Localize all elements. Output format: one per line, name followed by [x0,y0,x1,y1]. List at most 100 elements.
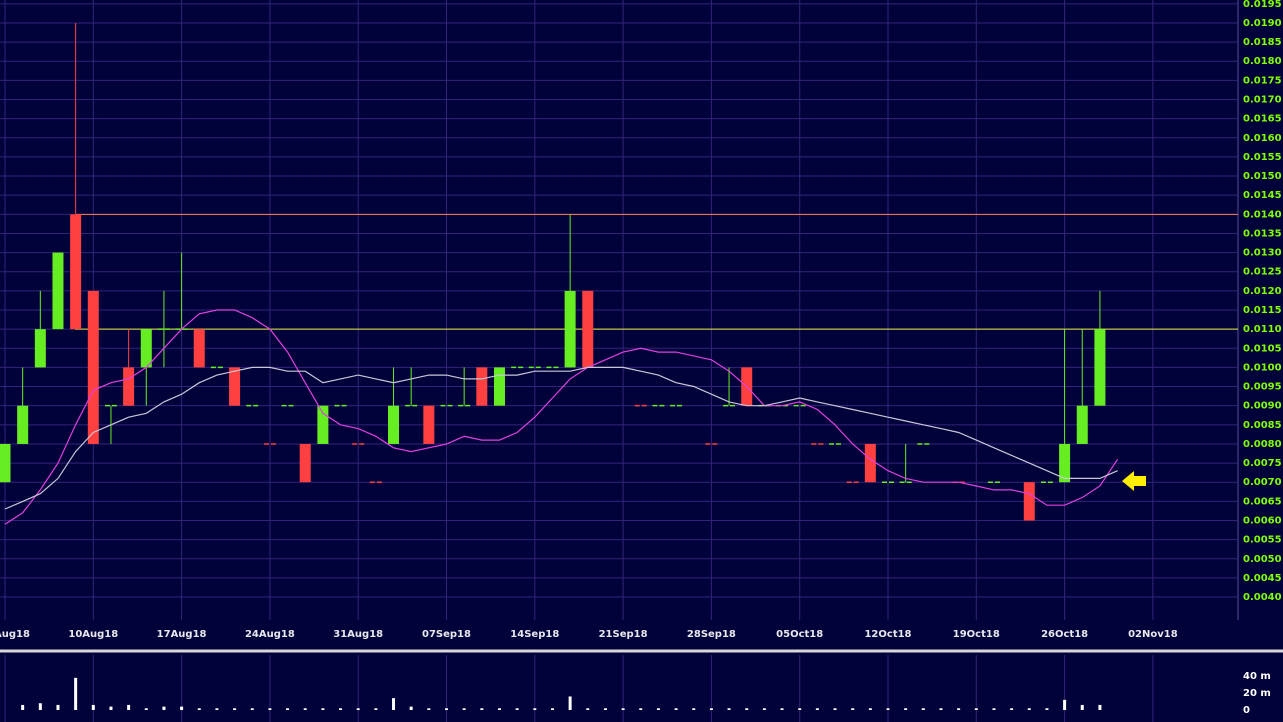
candle-body [423,405,435,444]
volume-bar [109,706,113,710]
candle-body [388,405,400,444]
volume-bar [709,708,713,710]
marks [0,22,1238,710]
moving-average-line [4,366,1118,510]
volume-bar [974,708,978,710]
volume-bar [1010,708,1014,710]
volume-bar [1045,708,1049,710]
y-tick-label: 0.0190 [1243,18,1282,29]
candle-body [299,443,311,483]
x-tick-label: 21Sep18 [599,629,648,640]
volume-bar [815,708,819,710]
y-tick-label: 0.0055 [1243,535,1282,546]
x-tick-label: 26Oct18 [1041,629,1088,640]
y-tick-label: 0.0070 [1243,477,1282,488]
candle-body [864,443,876,483]
y-tick-label: 0.0185 [1243,37,1282,48]
volume-bar [921,708,925,710]
volume-bar [91,704,95,710]
volume-bar [639,708,643,710]
y-tick-label: 0.0050 [1243,554,1282,565]
y-tick-label: 0.0100 [1243,362,1282,373]
y-tick-label: 0.0150 [1243,171,1282,182]
y-tick-label: 0.0105 [1243,343,1282,354]
y-tick-label: 0.0125 [1243,267,1282,278]
x-tick-label: 03Aug18 [0,629,30,640]
arrow-icon [1122,471,1146,491]
volume-bar [268,708,272,710]
candle-body [140,329,152,368]
candle-body [193,329,205,368]
volume-bar [692,708,696,710]
volume-bar [427,708,431,710]
y-tick-label: 0.0085 [1243,420,1282,431]
volume-bar [851,708,855,710]
volume-bar [868,708,872,710]
candle-body [123,367,135,406]
volume-bar [180,706,184,710]
volume-bar [727,708,731,710]
volume-bar [798,708,802,710]
volume-bar [480,708,484,710]
x-tick-label: 05Oct18 [776,629,823,640]
y-tick-label: 0.0080 [1243,439,1282,450]
y-tick-label: 0.0075 [1243,458,1282,469]
volume-bar [321,708,325,710]
y-tick-label: 0.0045 [1243,573,1282,584]
volume-bar [144,708,148,710]
candle-body [70,214,82,330]
x-tick-label: 24Aug18 [245,629,295,640]
y-tick-label: 0.0065 [1243,496,1282,507]
y-tick-label: 0 [1243,705,1250,716]
x-tick-label: 12Oct18 [864,629,911,640]
y-tick-label: 0.0115 [1243,305,1282,316]
volume-bar [568,696,572,710]
y-tick-label: 0.0120 [1243,286,1282,297]
volume-bar [621,708,625,710]
volume-bar [497,708,501,710]
x-tick-label: 10Aug18 [68,629,118,640]
volume-bar [339,708,343,710]
volume-bar [1098,704,1102,710]
volume-bar [445,708,448,710]
volume-bar [21,704,25,710]
y-tick-label: 0.0135 [1243,228,1282,239]
volume-bar [233,708,237,710]
candle-body [493,367,505,406]
volume-bar [939,708,943,710]
x-tick-label: 02Nov18 [1128,629,1178,640]
volume-bar [550,708,554,710]
volume-bar [356,708,360,710]
x-tick-label: 07Sep18 [422,629,471,640]
x-tick-label: 31Aug18 [333,629,383,640]
y-tick-label: 0.0180 [1243,56,1282,67]
volume-bar [603,708,607,710]
y-tick-label: 0.0170 [1243,95,1282,106]
y-tick-label: 0.0140 [1243,209,1282,220]
candle-body [52,252,64,330]
x-tick-label: 28Sep18 [687,629,736,640]
y-tick-label: 0.0175 [1243,75,1282,86]
y-tick-label: 0.0145 [1243,190,1282,201]
volume-bar [762,708,766,710]
y-tick-label: 0.0165 [1243,114,1282,125]
volume-bar [462,708,466,710]
volume-bar [1080,704,1084,710]
volume-bar [250,708,254,710]
candle-body [1023,482,1035,521]
volume-bar [392,698,396,710]
volume-bar [586,708,590,710]
volume-bar [533,708,537,710]
candle-body [1076,405,1088,444]
volume-bar [1063,699,1067,710]
candle-body [1059,443,1071,483]
y-tick-label: 0.0110 [1243,324,1282,335]
candle-body [17,405,29,444]
y-tick-label: 0.0130 [1243,248,1282,259]
y-tick-label: 20 m [1243,688,1271,699]
candle-body [34,329,46,368]
volume-bar [197,708,201,710]
